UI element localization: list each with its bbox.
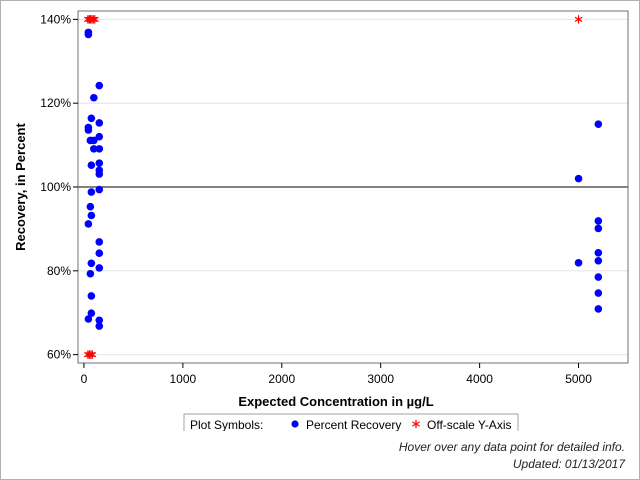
y-tick-label: 120% [40,96,71,110]
data-point [95,238,104,246]
x-tick-label: 5000 [565,372,592,386]
y-tick-label: 100% [40,180,71,194]
data-point [90,145,98,153]
data-point [95,159,104,167]
data-point [594,256,603,265]
legend-title: Plot Symbols: [190,418,263,431]
off-scale-point [89,15,98,24]
x-tick-label: 4000 [466,372,493,386]
data-point [95,132,104,141]
data-point [95,249,104,258]
data-point [574,174,583,183]
legend-entry-percent-recovery: Percent Recovery [306,418,401,431]
scatter-chart: 0 1000 2000 3000 4000 5000 60% 80% 100% 120% 140%… [13,10,629,435]
legend-circle-symbol [291,420,299,428]
x-axis-ticks: 0 1000 2000 3000 4000 5000 [81,363,592,386]
data-point [87,309,96,317]
data-point [95,264,104,272]
data-point [594,289,603,297]
data-points [83,15,603,359]
data-point [95,316,104,325]
data-point [87,211,96,220]
off-scale-point [88,350,97,359]
y-tick-label: 60% [47,348,71,362]
off-scale-point [574,15,583,24]
x-tick-label: 0 [81,372,88,386]
y-axis-label: Recovery, in Percent [13,123,28,251]
data-point [95,81,104,90]
data-point [95,145,104,153]
legend-asterisk-symbol [412,419,420,429]
data-point [594,273,603,281]
y-axis-ticks: 60% 80% 100% 120% 140% [40,12,78,362]
data-point [90,93,98,102]
off-scale-point [90,15,99,24]
updated-note: Updated: 01/13/2017 [512,457,625,471]
data-point [84,220,93,228]
data-point [594,224,603,233]
off-scale-point [86,350,95,359]
x-tick-label: 2000 [268,372,295,386]
x-tick-label: 1000 [170,372,197,386]
data-point [87,259,96,268]
data-point [84,30,93,39]
data-point [594,305,603,313]
data-point [87,292,96,300]
data-point [594,217,603,225]
data-point [594,120,603,128]
x-axis-label: Expected Concentration in µg/L [238,394,433,409]
data-point [86,202,95,211]
data-point [574,259,583,267]
data-point [87,161,96,170]
x-tick-label: 3000 [367,372,394,386]
data-point [87,188,96,196]
y-tick-label: 80% [47,264,71,278]
data-point [594,248,603,257]
data-point [95,119,104,127]
data-point [86,269,95,278]
data-point [95,170,104,178]
data-point [90,136,98,145]
y-tick-label: 140% [40,12,71,26]
data-point [87,114,96,123]
legend: Plot Symbols: Percent Recovery Off-scale… [183,413,519,435]
hover-note: Hover over any data point for detailed i… [398,440,625,454]
legend-entry-off-scale: Off-scale Y-Axis [427,418,511,431]
data-point [95,185,104,194]
data-point [84,126,93,134]
data-point [84,315,93,323]
data-point [95,322,104,330]
